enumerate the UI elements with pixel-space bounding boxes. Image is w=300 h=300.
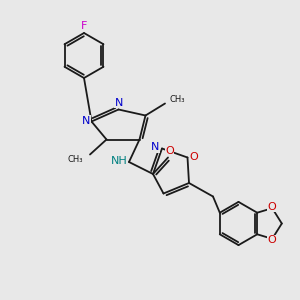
Text: CH₃: CH₃ [67, 154, 83, 164]
Text: O: O [165, 146, 174, 156]
Text: NH: NH [111, 156, 128, 167]
Text: O: O [190, 152, 199, 163]
Text: CH₃: CH₃ [169, 94, 185, 103]
Text: N: N [82, 116, 91, 126]
Text: F: F [81, 21, 87, 32]
Text: N: N [115, 98, 123, 108]
Text: O: O [268, 202, 277, 212]
Text: N: N [151, 142, 160, 152]
Text: O: O [268, 235, 277, 245]
